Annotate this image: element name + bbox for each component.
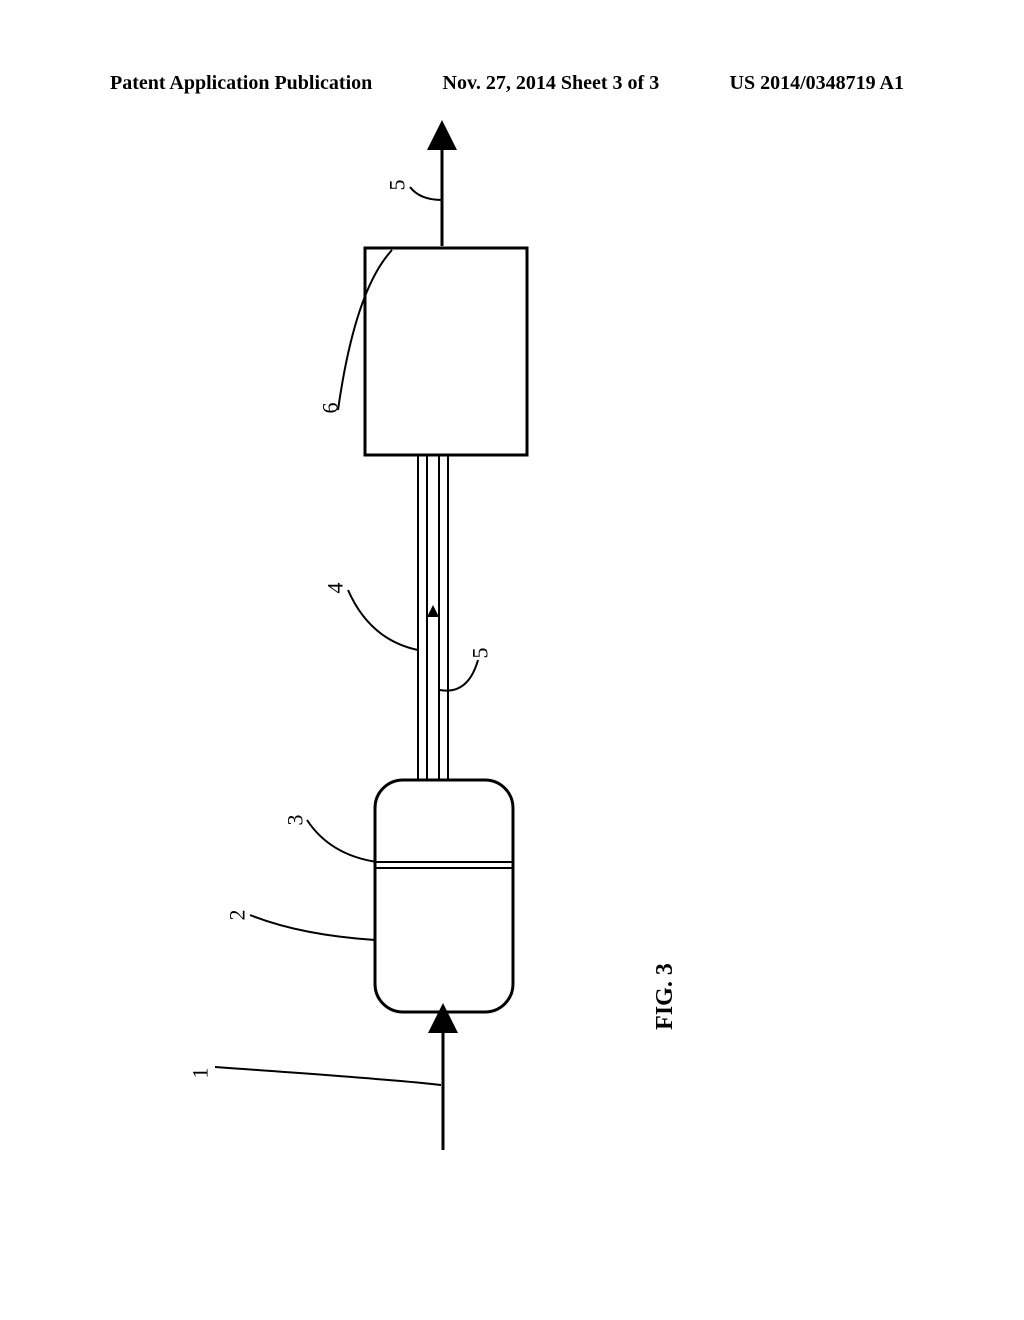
ref-label-6: 6 xyxy=(318,403,344,414)
leader-5-mid xyxy=(440,660,478,691)
leader-4 xyxy=(348,590,418,650)
ref-label-2: 2 xyxy=(225,910,251,921)
ref-label-5-mid: 5 xyxy=(468,648,494,659)
rounded-vessel xyxy=(375,780,513,1012)
square-vessel xyxy=(365,248,527,455)
leader-3 xyxy=(307,820,377,862)
patent-diagram xyxy=(0,0,1024,1320)
ref-label-5-top: 5 xyxy=(385,180,411,191)
leader-1 xyxy=(215,1067,441,1085)
figure-caption-text: FIG. 3 xyxy=(652,963,678,1030)
middle-arrow xyxy=(427,605,439,617)
figure-caption: FIG. 3 xyxy=(652,963,679,1030)
leader-2 xyxy=(250,915,375,940)
ref-label-1: 1 xyxy=(188,1068,214,1079)
leader-5-top xyxy=(410,187,442,200)
ref-label-4: 4 xyxy=(323,583,349,594)
ref-label-3: 3 xyxy=(283,815,309,826)
